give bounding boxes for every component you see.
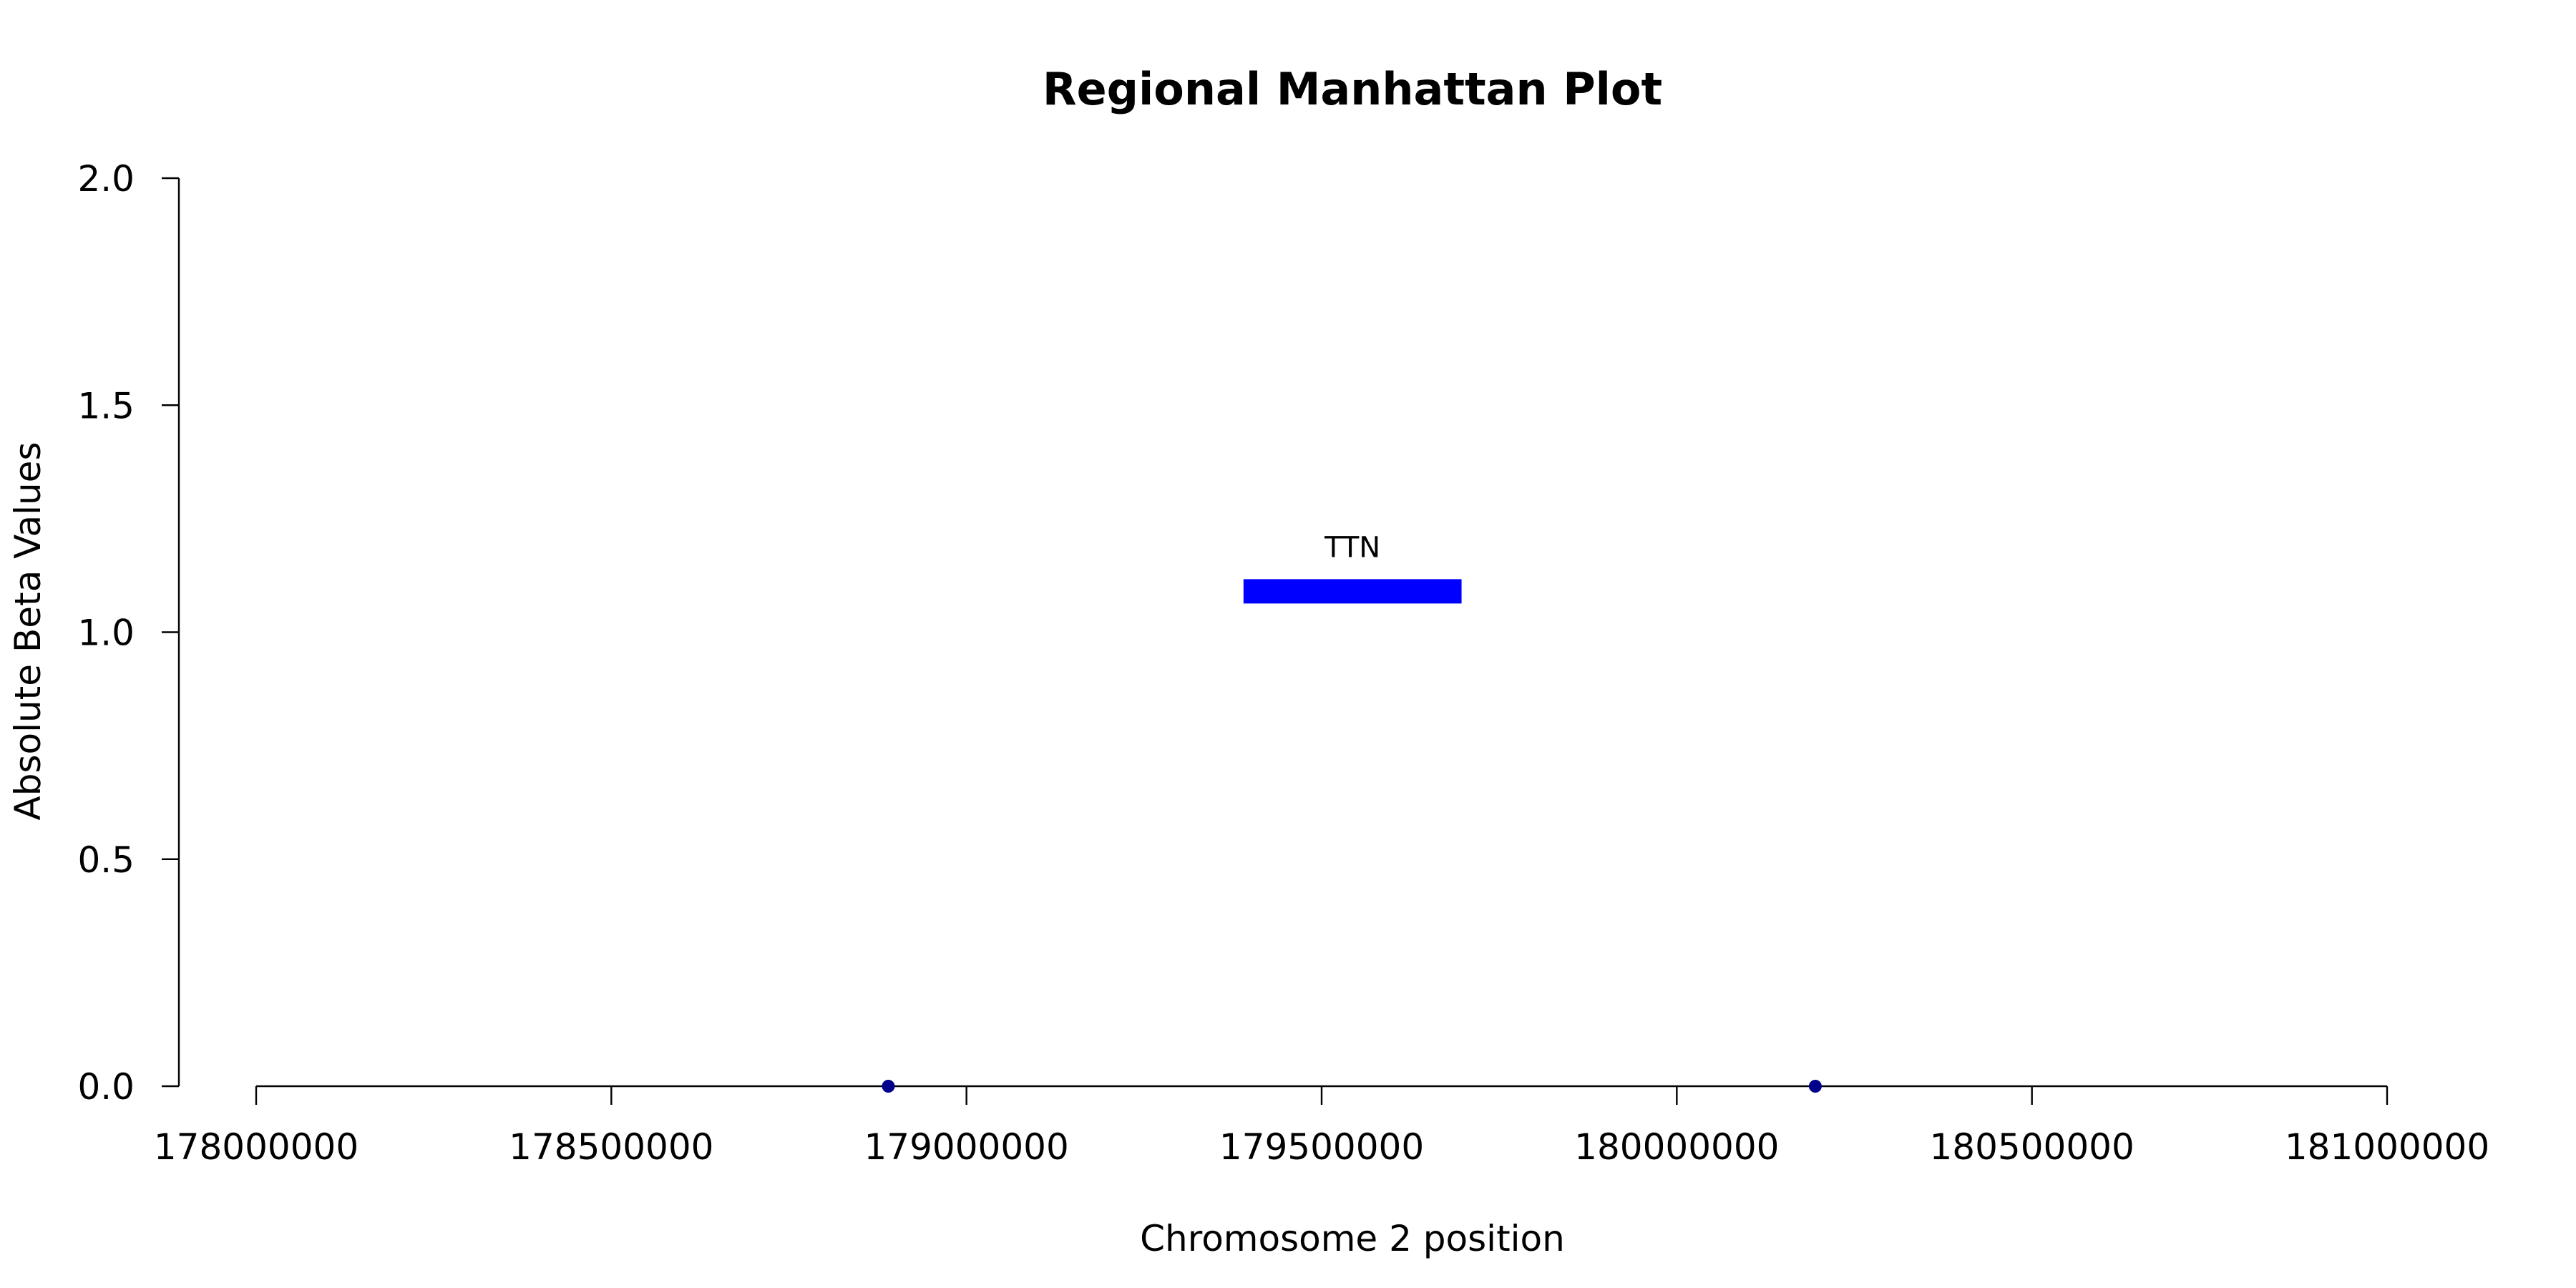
gene-label: TTN xyxy=(1324,531,1380,564)
x-tick-label: 180000000 xyxy=(1574,1126,1779,1168)
x-tick-label: 179500000 xyxy=(1219,1126,1424,1168)
x-axis-ticks: 178000000 178500000 179000000 179500000 1800… xyxy=(154,1086,2489,1168)
y-tick-label: 2.0 xyxy=(77,158,135,200)
y-tick-label: 0.0 xyxy=(77,1066,135,1108)
chart-title: Regional Manhattan Plot xyxy=(1043,63,1662,115)
x-tick-label: 179000000 xyxy=(864,1126,1069,1168)
y-axis-ticks: 0.0 0.5 1.0 1.5 2.0 xyxy=(77,158,179,1108)
data-points xyxy=(882,1080,1822,1093)
data-point xyxy=(1808,1080,1822,1093)
y-axis-title: Absolute Beta Values xyxy=(7,442,49,821)
x-tick-label: 180500000 xyxy=(1930,1126,2135,1168)
x-tick-label: 178000000 xyxy=(154,1126,358,1168)
data-point xyxy=(882,1080,895,1093)
x-tick-label: 178500000 xyxy=(509,1126,713,1168)
gene-annotations: TTN xyxy=(1243,531,1462,604)
y-tick-label: 0.5 xyxy=(77,839,135,881)
x-tick-label: 181000000 xyxy=(2285,1126,2489,1168)
y-tick-label: 1.5 xyxy=(77,385,135,426)
gene-bar xyxy=(1243,579,1462,604)
y-tick-label: 1.0 xyxy=(77,613,135,654)
x-axis-title: Chromosome 2 position xyxy=(1140,1218,1565,1259)
